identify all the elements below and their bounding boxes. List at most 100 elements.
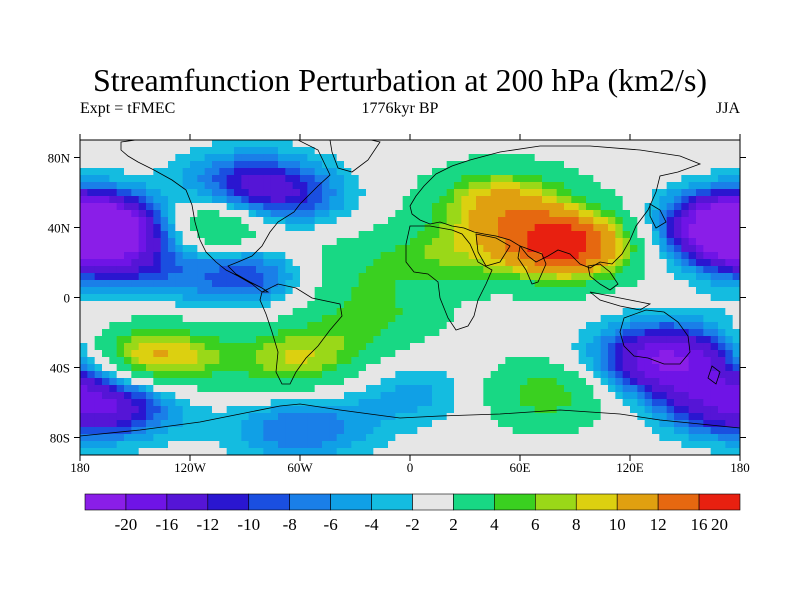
contour-cell bbox=[688, 413, 697, 421]
contour-cell bbox=[681, 182, 690, 190]
contour-cell bbox=[498, 329, 506, 337]
contour-cell bbox=[197, 182, 206, 190]
contour-cell bbox=[344, 448, 352, 455]
contour-cell bbox=[520, 245, 528, 253]
contour-cell bbox=[586, 294, 594, 302]
contour-cell bbox=[358, 385, 367, 393]
contour-cell bbox=[725, 280, 734, 288]
contour-cell bbox=[278, 315, 286, 323]
contour-cell bbox=[586, 245, 594, 253]
contour-cell bbox=[292, 196, 301, 204]
contour-cell bbox=[146, 245, 154, 253]
lon-tick-label: 0 bbox=[407, 460, 414, 475]
contour-cell bbox=[593, 147, 602, 155]
contour-cell bbox=[571, 175, 580, 183]
contour-cell bbox=[637, 301, 646, 309]
contour-cell bbox=[358, 329, 367, 337]
contour-cell bbox=[197, 252, 206, 260]
contour-cell bbox=[168, 329, 176, 337]
contour-cell bbox=[402, 371, 411, 379]
contour-cell bbox=[432, 140, 440, 148]
contour-cell bbox=[153, 364, 162, 372]
contour-cell bbox=[718, 203, 726, 211]
contour-cell bbox=[182, 315, 191, 323]
contour-cell bbox=[109, 168, 118, 176]
coast-japan bbox=[649, 203, 667, 229]
contour-cell bbox=[94, 406, 103, 414]
contour-cell bbox=[432, 189, 440, 197]
contour-cell bbox=[388, 399, 396, 407]
contour-cell bbox=[666, 168, 675, 176]
contour-cell bbox=[424, 399, 433, 407]
contour-cell bbox=[461, 224, 470, 232]
contour-cell bbox=[615, 350, 624, 358]
contour-cell bbox=[351, 231, 360, 239]
contour-cell bbox=[520, 413, 528, 421]
contour-cell bbox=[219, 399, 228, 407]
contour-cell bbox=[556, 266, 565, 274]
contour-cell bbox=[131, 259, 140, 267]
contour-cell bbox=[710, 217, 719, 225]
contour-cell bbox=[358, 224, 367, 232]
contour-cell bbox=[388, 336, 396, 344]
contour-cell bbox=[278, 273, 286, 281]
contour-cell bbox=[534, 385, 543, 393]
contour-cell bbox=[564, 441, 572, 449]
contour-cell bbox=[637, 140, 646, 148]
contour-cell bbox=[146, 406, 154, 414]
contour-cell bbox=[732, 175, 740, 183]
contour-cell bbox=[681, 217, 690, 225]
contour-cell bbox=[234, 420, 242, 428]
contour-cell bbox=[234, 301, 242, 309]
contour-cell bbox=[564, 420, 572, 428]
contour-cell bbox=[160, 308, 169, 316]
contour-cell bbox=[146, 266, 154, 274]
contour-cell bbox=[593, 399, 602, 407]
contour-cell bbox=[138, 140, 147, 148]
contour-cell bbox=[212, 168, 220, 176]
contour-cell bbox=[263, 385, 272, 393]
contour-cell bbox=[102, 217, 110, 225]
contour-cell bbox=[138, 217, 147, 225]
contour-cell bbox=[102, 147, 110, 155]
contour-cell bbox=[248, 175, 257, 183]
contour-cell bbox=[637, 203, 646, 211]
contour-cell bbox=[366, 350, 374, 358]
coastlines bbox=[80, 140, 740, 437]
contour-cell bbox=[490, 357, 499, 365]
contour-cell bbox=[688, 294, 697, 302]
contour-cell bbox=[248, 308, 257, 316]
contour-cell bbox=[578, 385, 587, 393]
contour-cell bbox=[424, 161, 433, 169]
contour-cell bbox=[608, 343, 616, 351]
contour-cell bbox=[483, 413, 492, 421]
contour-cell bbox=[109, 350, 118, 358]
contour-cell bbox=[388, 371, 396, 379]
contour-cell bbox=[373, 252, 382, 260]
contour-cell bbox=[483, 406, 492, 414]
contour-cell bbox=[388, 224, 396, 232]
contour-cell bbox=[109, 182, 118, 190]
contour-cell bbox=[703, 217, 712, 225]
contour-cell bbox=[556, 378, 565, 386]
contour-cell bbox=[696, 399, 704, 407]
contour-cell bbox=[542, 245, 550, 253]
contour-cell bbox=[696, 308, 704, 316]
contour-cell bbox=[300, 392, 308, 400]
contour-cell bbox=[732, 294, 740, 302]
contour-cell bbox=[80, 259, 88, 267]
contour-cell bbox=[703, 175, 712, 183]
contour-cell bbox=[696, 168, 704, 176]
contour-cell bbox=[461, 168, 470, 176]
contour-cell bbox=[549, 420, 558, 428]
contour-cell bbox=[483, 399, 492, 407]
contour-cell bbox=[424, 357, 433, 365]
contour-cell bbox=[351, 315, 360, 323]
contour-cell bbox=[674, 203, 682, 211]
contour-cell bbox=[175, 259, 184, 267]
contour-cell bbox=[285, 427, 294, 435]
contour-cell bbox=[703, 273, 712, 281]
contour-cell bbox=[182, 259, 191, 267]
contour-cell bbox=[241, 385, 250, 393]
contour-cell bbox=[644, 378, 653, 386]
